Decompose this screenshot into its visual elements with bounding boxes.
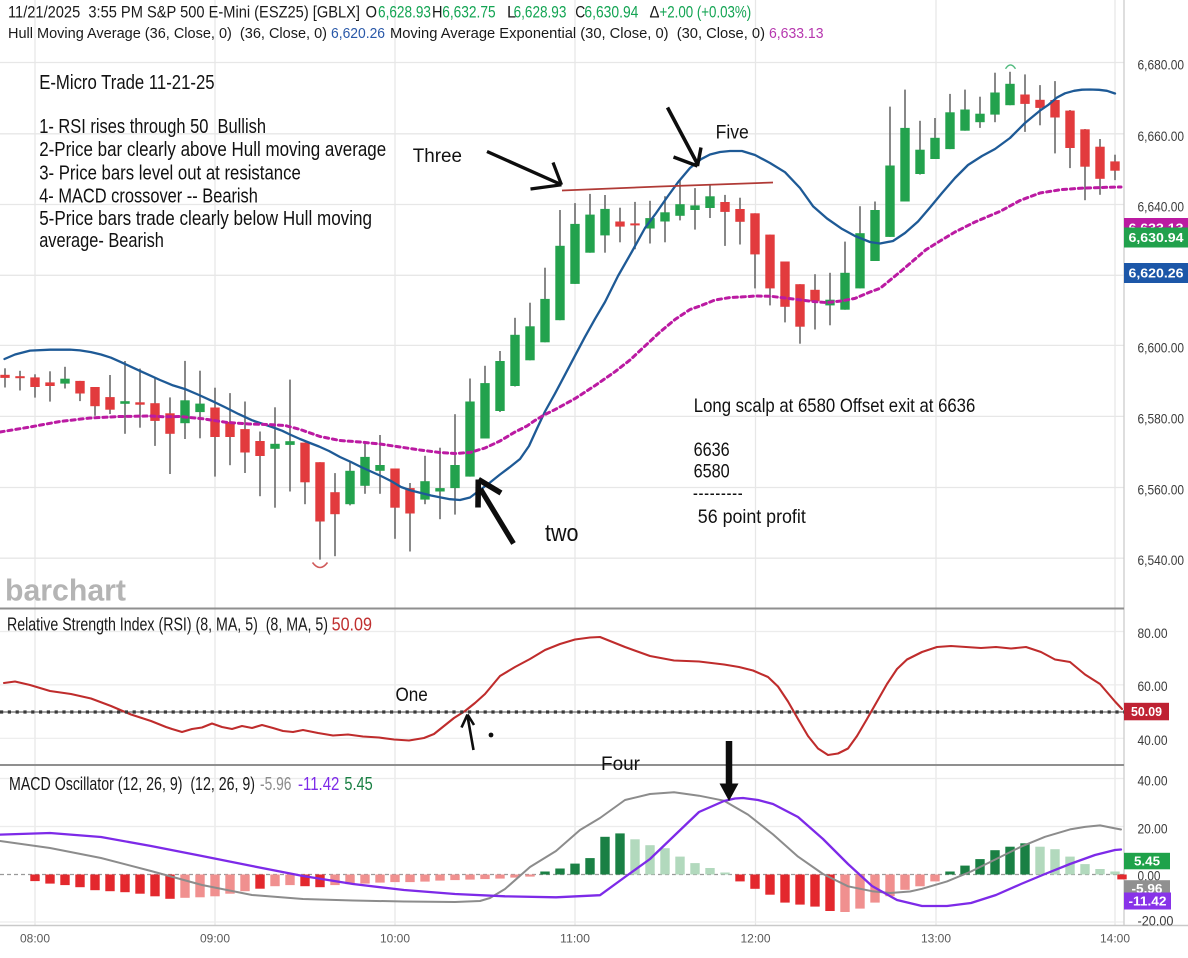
svg-text:H: H xyxy=(432,4,443,22)
svg-text:One: One xyxy=(396,684,428,706)
svg-text:6,628.93: 6,628.93 xyxy=(514,4,567,22)
svg-text:14:00: 14:00 xyxy=(1100,932,1130,946)
svg-text:-20.00: -20.00 xyxy=(1138,914,1174,930)
svg-text:L: L xyxy=(507,4,516,22)
svg-text:10:00: 10:00 xyxy=(380,932,410,946)
svg-text:40.00: 40.00 xyxy=(1138,774,1168,790)
svg-text:20.00: 20.00 xyxy=(1138,822,1168,838)
svg-text:11/21/2025 3:55 PM S&P 500 E-: 11/21/2025 3:55 PM S&P 500 E-Mini (ESZ25… xyxy=(8,4,360,22)
svg-text:E-Micro Trade 11-21-25: E-Micro Trade 11-21-25 xyxy=(39,72,214,94)
svg-text:6,620.26: 6,620.26 xyxy=(1129,266,1184,281)
svg-text:6,620.26: 6,620.26 xyxy=(331,25,385,42)
svg-text:Four: Four xyxy=(601,753,640,775)
svg-text:-11.42: -11.42 xyxy=(1129,894,1167,909)
svg-text:Three: Three xyxy=(413,145,462,167)
svg-text:O: O xyxy=(366,4,378,22)
svg-text:80.00: 80.00 xyxy=(1138,626,1168,642)
svg-text:Moving Average Exponential (30: Moving Average Exponential (30, Close, 0… xyxy=(390,25,765,42)
svg-text:MACD Oscillator (12, 26, 9) (: MACD Oscillator (12, 26, 9) (12, 26, 9) xyxy=(9,774,255,794)
svg-text:-11.42: -11.42 xyxy=(298,774,339,794)
svg-text:11:00: 11:00 xyxy=(560,932,590,946)
svg-text:-5.96: -5.96 xyxy=(1132,881,1163,896)
svg-text:6,540.00: 6,540.00 xyxy=(1138,553,1185,569)
svg-text:50.09: 50.09 xyxy=(1131,704,1162,719)
svg-text:6,630.94: 6,630.94 xyxy=(1129,230,1185,245)
svg-text:56 point profit: 56 point profit xyxy=(698,506,806,528)
svg-text:6636: 6636 xyxy=(694,439,730,461)
svg-text:6,640.00: 6,640.00 xyxy=(1138,200,1185,216)
svg-text:Δ: Δ xyxy=(650,4,660,22)
svg-text:09:00: 09:00 xyxy=(200,932,230,946)
svg-text:6,628.93: 6,628.93 xyxy=(378,4,431,22)
svg-text:2-Price bar clearly above Hull: 2-Price bar clearly above Hull moving av… xyxy=(39,139,386,161)
svg-text:average- Bearish: average- Bearish xyxy=(39,230,164,252)
svg-text:6580: 6580 xyxy=(694,461,730,483)
svg-text:+2.00 (+0.03%): +2.00 (+0.03%) xyxy=(660,4,752,22)
svg-text:6,580.00: 6,580.00 xyxy=(1138,411,1185,427)
svg-text:-5.96: -5.96 xyxy=(260,774,291,794)
svg-text:60.00: 60.00 xyxy=(1138,679,1168,695)
svg-text:barchart: barchart xyxy=(5,572,126,607)
svg-text:6,660.00: 6,660.00 xyxy=(1138,129,1185,145)
svg-text:Five: Five xyxy=(716,122,749,144)
svg-text:Long scalp at 6580 Offset exit: Long scalp at 6580 Offset exit at 6636 xyxy=(694,395,976,417)
svg-text:5.45: 5.45 xyxy=(344,774,372,794)
svg-text:two: two xyxy=(545,520,579,547)
svg-text:6,633.13: 6,633.13 xyxy=(769,25,824,42)
svg-text:6,630.94: 6,630.94 xyxy=(584,4,638,22)
svg-text:40.00: 40.00 xyxy=(1138,733,1168,749)
svg-text:6,680.00: 6,680.00 xyxy=(1138,58,1185,74)
svg-text:5-Price bars trade clearly bel: 5-Price bars trade clearly below Hull mo… xyxy=(39,208,372,230)
svg-text:6,600.00: 6,600.00 xyxy=(1138,340,1185,356)
svg-text:Hull Moving Average (36, Close: Hull Moving Average (36, Close, 0) (36, … xyxy=(8,25,327,42)
svg-text:08:00: 08:00 xyxy=(20,932,50,946)
svg-text:50.09: 50.09 xyxy=(332,615,372,635)
svg-text:3- Price bars level out at res: 3- Price bars level out at resistance xyxy=(39,163,301,185)
svg-text:C: C xyxy=(575,4,585,22)
svg-text:Relative Strength Index (RSI): Relative Strength Index (RSI) (8, MA, 5)… xyxy=(7,615,328,635)
svg-text:4- MACD crossover -- Bearish: 4- MACD crossover -- Bearish xyxy=(39,185,258,207)
svg-text:6,560.00: 6,560.00 xyxy=(1138,483,1185,499)
svg-text:6,632.75: 6,632.75 xyxy=(442,4,495,22)
svg-text:13:00: 13:00 xyxy=(921,932,951,946)
svg-text:1- RSI rises through 50 Bulli: 1- RSI rises through 50 Bullish xyxy=(39,116,266,138)
svg-text:5.45: 5.45 xyxy=(1134,854,1160,869)
svg-text:12:00: 12:00 xyxy=(741,932,771,946)
